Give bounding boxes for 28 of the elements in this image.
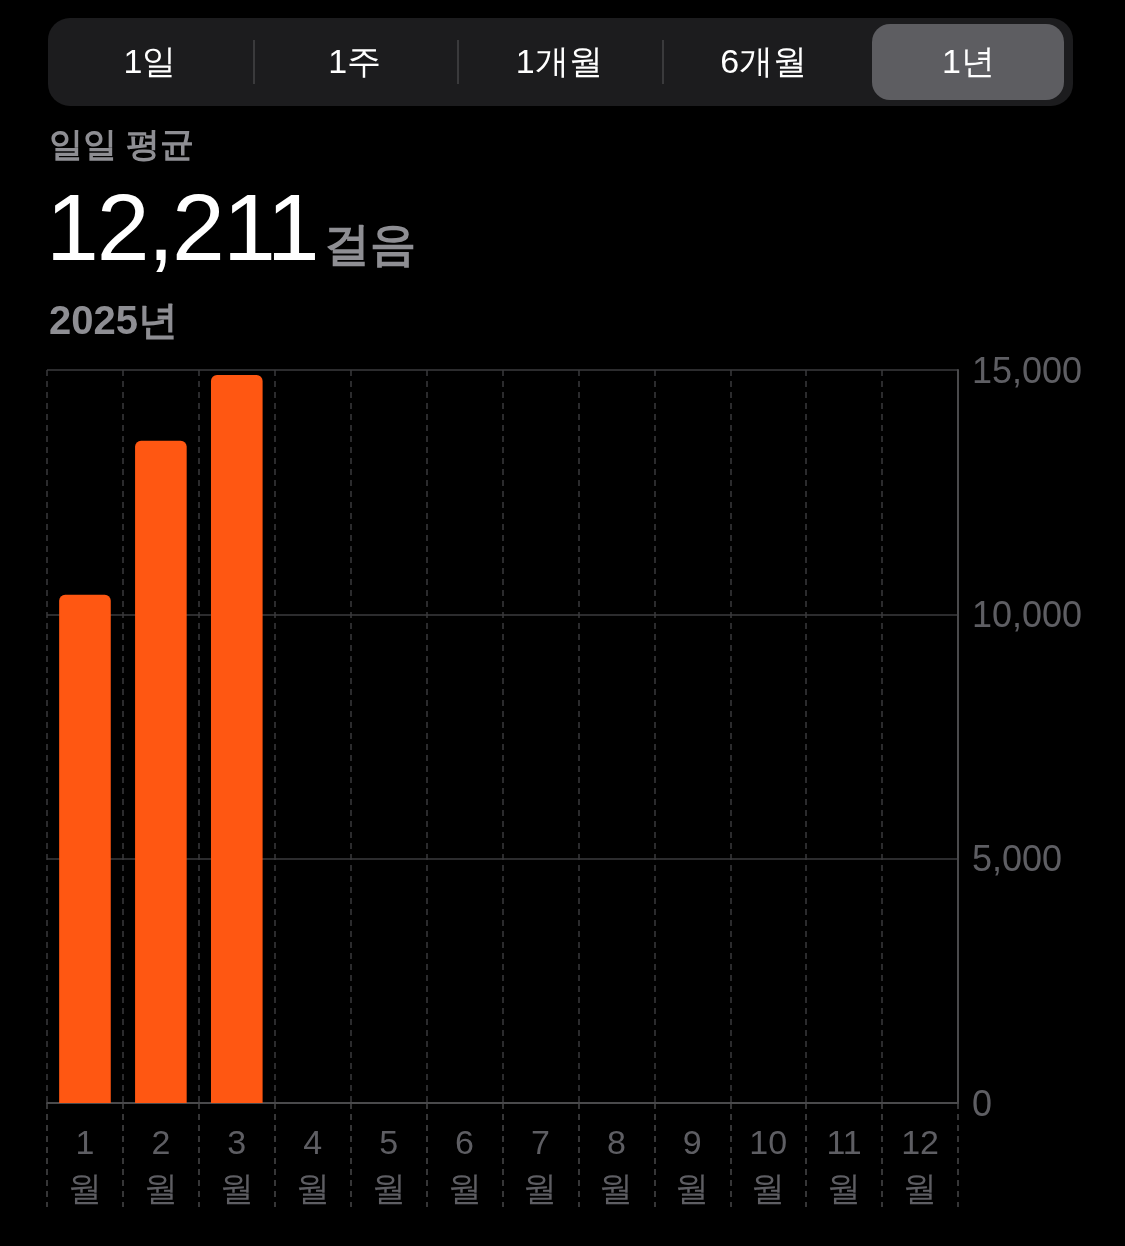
bar [210, 374, 263, 1103]
text: 걸음 [323, 218, 416, 270]
x-tick-label: 6월 [447, 1123, 482, 1207]
y-tick-label: 10,000 [972, 593, 1083, 635]
x-tick-label: 8월 [599, 1123, 634, 1207]
text: 1년 [872, 24, 1065, 100]
text: 1주 [327, 41, 383, 82]
x-tick-label: 1월 [67, 1123, 102, 1207]
x-tick-label: 3월 [219, 1123, 254, 1207]
text: 12,211 [46, 174, 318, 280]
text: 1개월 [514, 41, 604, 82]
x-tick-label: 9월 [675, 1123, 710, 1207]
chart-subtitle: 2025년 [49, 297, 178, 344]
y-tick-label: 15,000 [972, 349, 1083, 391]
bar [135, 440, 187, 1103]
bar [59, 594, 111, 1103]
x-tick-label: 2월 [143, 1123, 178, 1207]
x-tick-label: 12월 [901, 1123, 939, 1207]
text: 6개월 [719, 41, 809, 82]
y-tick-label: 5,000 [972, 838, 1063, 880]
x-tick-label: 7월 [523, 1123, 558, 1207]
chart-title: 일일 평균 [49, 124, 195, 165]
x-tick-label: 11월 [826, 1123, 862, 1207]
x-tick-label: 5월 [371, 1123, 406, 1207]
x-tick-label: 4월 [295, 1123, 330, 1207]
x-tick-label: 10월 [749, 1123, 788, 1207]
text: 1일 [122, 41, 178, 82]
y-tick-label: 0 [972, 1082, 993, 1124]
